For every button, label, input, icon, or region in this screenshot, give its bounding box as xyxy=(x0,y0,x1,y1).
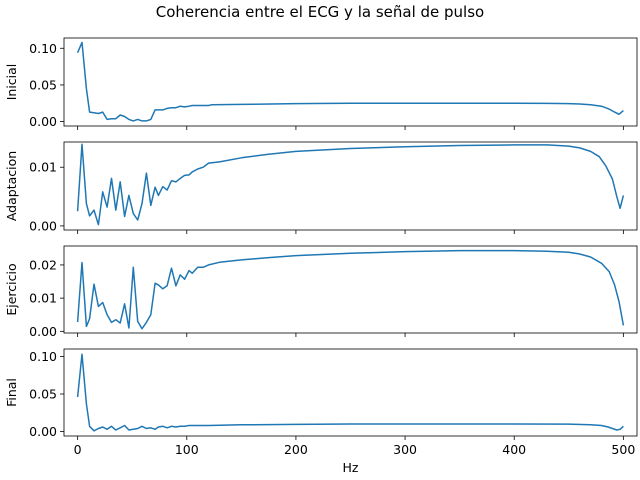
x-tick-label: 400 xyxy=(502,442,526,457)
y-axis-label: Adaptacion xyxy=(4,151,19,221)
y-axis-label: Ejercicio xyxy=(4,263,19,315)
y-tick-label: 0.00 xyxy=(29,218,57,233)
y-tick-label: 0.00 xyxy=(29,424,57,439)
y-tick-label: 0.00 xyxy=(29,114,57,129)
x-tick-label: 500 xyxy=(611,442,635,457)
y-tick-label: 0.01 xyxy=(29,160,57,175)
series-line xyxy=(76,41,624,122)
y-tick-label: 0.01 xyxy=(29,291,57,306)
axes-frame xyxy=(63,37,638,127)
subplot-3: 0.00 0.01 0.02 Ejercicio xyxy=(4,245,638,339)
y-tick-label: 0.00 xyxy=(29,324,57,339)
x-tick-label: 200 xyxy=(284,442,308,457)
subplots: 0.000.050.10Inicial0.000.01Adaptacion0.0… xyxy=(4,37,638,457)
x-tick-label: 100 xyxy=(175,442,199,457)
y-tick-label: 0.10 xyxy=(29,41,57,56)
x-axis-label: Hz xyxy=(343,460,359,475)
y-axis-label: Final xyxy=(4,378,19,407)
axes-frame xyxy=(63,141,638,231)
subplot-1: 0.00 0.05 0.10 Inicial xyxy=(4,37,638,130)
y-axis-label: Inicial xyxy=(4,64,19,101)
figure-title: Coherencia entre el ECG y la señal de pu… xyxy=(156,3,484,21)
y-tick-label: 0.02 xyxy=(29,257,57,272)
subplot-2: 0.00 0.01 Adaptacion xyxy=(4,141,638,234)
series-line xyxy=(76,143,625,226)
axes-frame xyxy=(63,348,638,437)
y-tick-label: 0.10 xyxy=(29,349,57,364)
series-line xyxy=(76,353,624,432)
y-tick-label: 0.05 xyxy=(29,387,57,402)
subplot-4: 0.00 0.05 0.10 0 100 200 300 400 500 Final xyxy=(4,348,638,457)
series-line xyxy=(76,249,625,330)
x-tick-label: 300 xyxy=(393,442,417,457)
axes-frame xyxy=(63,245,638,334)
y-tick-label: 0.05 xyxy=(29,77,57,92)
x-tick-label: 0 xyxy=(74,442,82,457)
